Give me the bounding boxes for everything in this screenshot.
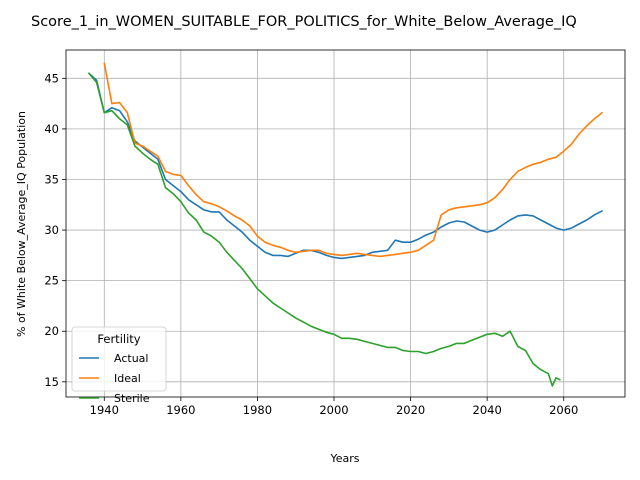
y-axis-label: % of White Below_Average_IQ Population bbox=[15, 111, 28, 337]
series-line-ideal bbox=[103, 62, 603, 258]
plot-border bbox=[65, 49, 626, 398]
y-tick-label: 15 bbox=[44, 375, 59, 389]
x-tick-label: 2060 bbox=[549, 403, 578, 417]
y-tick-label: 25 bbox=[44, 274, 59, 288]
x-tick-label: 2000 bbox=[319, 403, 348, 417]
y-tick-label: 35 bbox=[44, 172, 59, 186]
x-tick-label: 1940 bbox=[90, 403, 119, 417]
x-axis-label: Years bbox=[329, 452, 359, 465]
x-tick-label: 2020 bbox=[396, 403, 425, 417]
series-lines bbox=[88, 62, 603, 387]
legend-label-ideal: Ideal bbox=[114, 372, 141, 385]
legend-title: Fertility bbox=[97, 332, 140, 346]
chart-title: Score_1_in_WOMEN_SUITABLE_FOR_POLITICS_f… bbox=[31, 14, 577, 30]
legend-label-actual: Actual bbox=[114, 352, 148, 365]
y-tick-label: 20 bbox=[44, 324, 59, 338]
legend-entries: Actual Ideal Sterile bbox=[79, 352, 150, 405]
legend-label-sterile: Sterile bbox=[114, 392, 150, 405]
series-line-actual bbox=[88, 72, 603, 260]
x-tick-label: 1980 bbox=[243, 403, 272, 417]
x-tick-label: 1960 bbox=[166, 403, 195, 417]
x-tick-label: 2040 bbox=[473, 403, 502, 417]
legend-box bbox=[71, 326, 167, 392]
series-line-sterile bbox=[88, 72, 561, 387]
legend: Fertility Actual Ideal Sterile bbox=[71, 326, 167, 405]
x-axis: 1940 1960 1980 2000 2020 2040 2060 bbox=[90, 397, 578, 417]
y-tick-label: 30 bbox=[44, 223, 59, 237]
y-tick-label: 40 bbox=[44, 122, 59, 136]
y-tick-label: 45 bbox=[44, 71, 59, 85]
y-axis: 15 20 25 30 35 40 45 bbox=[44, 71, 66, 389]
